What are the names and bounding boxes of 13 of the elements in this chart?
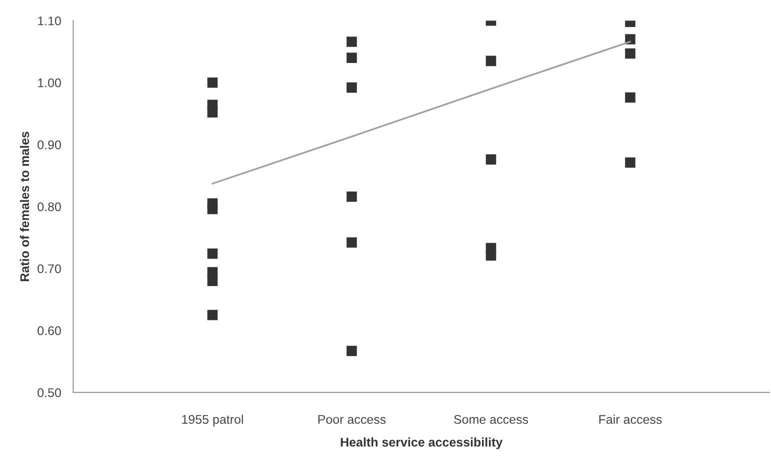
x-tick-label: Fair access — [599, 414, 662, 424]
y-tick-label: 1.00 — [38, 78, 61, 88]
y-tick-label: 1.10 — [38, 16, 61, 26]
y-tick-label: 0.60 — [38, 326, 61, 336]
x-tick-label: Some access — [454, 414, 528, 424]
y-tick-label: 0.90 — [38, 140, 61, 150]
y-axis-title: Ratio of females to males — [20, 132, 30, 282]
x-axis-title: Health service accessibility — [340, 437, 503, 450]
y-tick-label: 0.70 — [38, 264, 61, 274]
y-tick-label: 0.80 — [38, 202, 61, 212]
x-tick-label: Poor access — [318, 415, 386, 424]
x-tick-label: 1955 patrol — [182, 414, 243, 426]
y-tick-label: 0.50 — [38, 388, 61, 398]
